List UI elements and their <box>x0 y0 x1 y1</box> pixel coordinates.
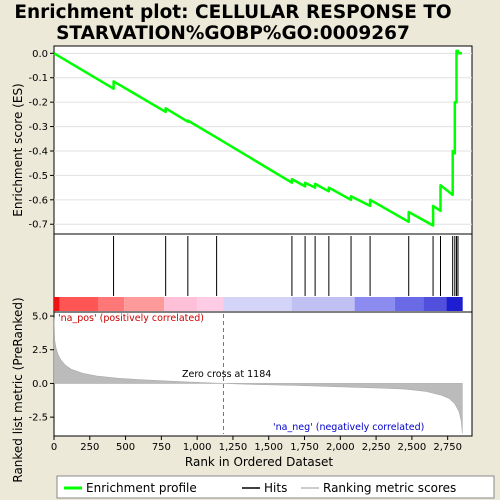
x-tick-label: 0 <box>51 442 57 453</box>
heatmap-segment <box>423 297 446 311</box>
rank-tick-label: -2.5 <box>28 413 48 424</box>
rank-metric-y-ticks: 5.0 2.5 0.0 -2.5 <box>28 312 54 424</box>
es-tick-label: -0.7 <box>28 220 48 231</box>
es-y-ticks: 0.0 -0.1 -0.2 -0.3 -0.4 -0.5 -0.6 -0.7 <box>28 49 54 231</box>
heatmap-segment <box>355 297 395 311</box>
neg-correlated-label: 'na_neg' (negatively correlated) <box>273 422 424 433</box>
legend-label-ranking-metric: Ranking metric scores <box>323 481 456 495</box>
es-tick-label: -0.1 <box>28 73 48 84</box>
heatmap-segment <box>292 297 355 311</box>
heatmap-segment <box>197 297 223 311</box>
x-tick-label: 2,000 <box>326 442 355 453</box>
heatmap-bar <box>54 297 463 311</box>
es-y-axis-label: Enrichment score (ES) <box>11 83 25 216</box>
rank-tick-label: 5.0 <box>32 312 48 323</box>
x-axis-label: Rank in Ordered Dataset <box>185 455 333 469</box>
pos-correlated-label: 'na_pos' (positively correlated) <box>58 313 204 324</box>
es-panel <box>54 46 472 234</box>
x-tick-label: 500 <box>116 442 135 453</box>
heatmap-segment <box>54 297 60 311</box>
x-tick-label: 250 <box>80 442 99 453</box>
x-tick-label: 1,500 <box>254 442 283 453</box>
chart-title-line1: Enrichment plot: CELLULAR RESPONSE TO <box>14 2 451 23</box>
rank-tick-label: 2.5 <box>32 345 48 356</box>
es-tick-label: -0.4 <box>28 146 48 157</box>
es-tick-label: -0.2 <box>28 98 48 109</box>
es-tick-label: -0.6 <box>28 195 48 206</box>
x-tick-label: 2,250 <box>362 442 391 453</box>
heatmap-segment <box>98 297 124 311</box>
heatmap-segment <box>446 297 462 311</box>
heatmap-segment <box>60 297 99 311</box>
x-tick-label: 1,250 <box>219 442 248 453</box>
heatmap-segment <box>124 297 164 311</box>
heatmap-segment <box>395 297 424 311</box>
x-tick-label: 1,750 <box>290 442 319 453</box>
x-tick-label: 1,000 <box>183 442 212 453</box>
rank-tick-label: 0.0 <box>32 379 48 390</box>
es-tick-label: -0.5 <box>28 171 48 182</box>
x-tick-label: 2,750 <box>433 442 462 453</box>
heatmap-segment <box>164 297 197 311</box>
rank-metric-x-ticks: 0 250 500 750 1,000 1,250 1,500 1,750 2,000 2,250… <box>51 436 462 453</box>
legend-label-hits: Hits <box>264 481 287 495</box>
zero-cross-label: Zero cross at 1184 <box>182 369 271 380</box>
rank-y-axis-label: Ranked list metric (PreRanked) <box>11 297 25 482</box>
es-tick-label: 0.0 <box>32 49 48 60</box>
x-tick-label: 750 <box>152 442 171 453</box>
x-tick-label: 2,500 <box>398 442 427 453</box>
heatmap-segment <box>223 297 291 311</box>
legend-label-enrichment-profile: Enrichment profile <box>86 481 197 495</box>
es-tick-label: -0.3 <box>28 122 48 133</box>
chart-title-line2: STARVATION%GOBP%GO:0009267 <box>56 23 410 44</box>
